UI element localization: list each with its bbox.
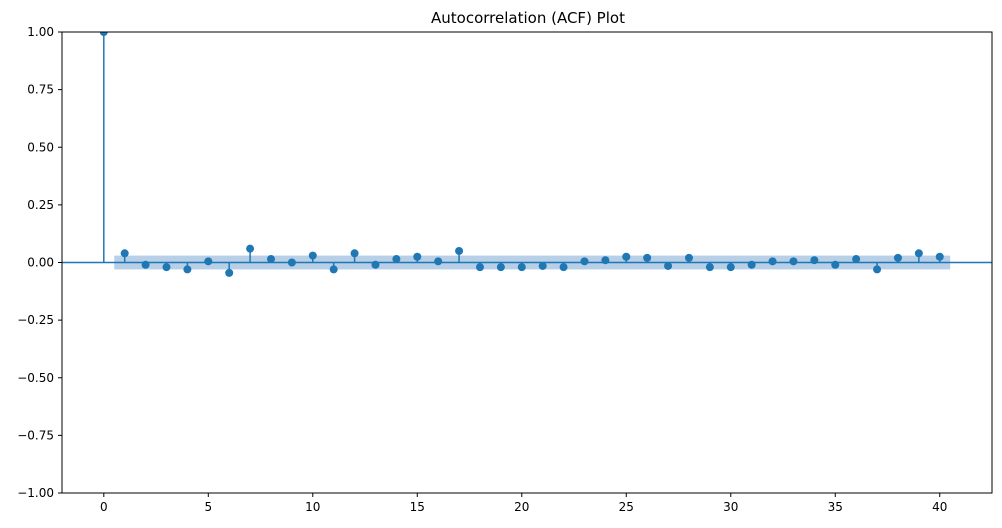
acf-point [622, 252, 631, 261]
x-tick-label: 20 [514, 500, 529, 514]
acf-point [392, 255, 401, 264]
acf-point [810, 256, 819, 265]
acf-point [789, 257, 798, 266]
x-tick-label: 30 [723, 500, 738, 514]
x-tick-label: 15 [410, 500, 425, 514]
x-tick-label: 5 [204, 500, 212, 514]
acf-point [329, 265, 338, 274]
acf-point [852, 255, 861, 264]
acf-point [664, 261, 673, 270]
acf-point [684, 253, 693, 262]
chart-title: Autocorrelation (ACF) Plot [431, 9, 625, 27]
acf-point [580, 257, 589, 266]
acf-point [225, 268, 234, 277]
y-tick-label: 0.25 [27, 198, 54, 212]
x-tick-label: 10 [305, 500, 320, 514]
acf-point [350, 249, 359, 258]
acf-point [371, 260, 380, 269]
acf-point [726, 263, 735, 272]
x-axis: 0 5 10 15 20 25 30 35 40 [100, 493, 947, 514]
x-tick-label: 25 [619, 500, 634, 514]
y-tick-label: 1.00 [27, 25, 54, 39]
acf-point [183, 265, 192, 274]
acf-point [914, 249, 923, 258]
acf-point [475, 263, 484, 272]
acf-point [601, 256, 610, 265]
x-tick-label: 0 [100, 500, 108, 514]
y-tick-label: 0.00 [27, 256, 54, 270]
acf-point [246, 244, 255, 253]
acf-point [538, 261, 547, 270]
y-tick-label: −0.75 [17, 428, 54, 442]
y-tick-label: −0.50 [17, 371, 54, 385]
acf-point [141, 260, 150, 269]
acf-point [434, 257, 443, 266]
x-tick-label: 40 [932, 500, 947, 514]
acf-point [768, 257, 777, 266]
y-axis: −1.00 −0.75 −0.50 −0.25 0.00 0.25 0.50 0.75 1.00 [17, 25, 62, 500]
acf-point [413, 252, 422, 261]
acf-point [120, 249, 129, 258]
acf-point [747, 260, 756, 269]
acf-point [99, 32, 108, 36]
acf-point [873, 265, 882, 274]
acf-point [308, 251, 317, 260]
acf-point [496, 263, 505, 272]
acf-point [204, 257, 213, 266]
plot-area [62, 32, 992, 277]
acf-point [266, 255, 275, 264]
x-tick-label: 35 [828, 500, 843, 514]
y-tick-label: −0.25 [17, 313, 54, 327]
acf-point [831, 260, 840, 269]
y-tick-label: −1.00 [17, 486, 54, 500]
y-tick-label: 0.75 [27, 83, 54, 97]
acf-point [287, 258, 296, 267]
acf-point [935, 252, 944, 261]
acf-point [517, 263, 526, 272]
acf-point [559, 263, 568, 272]
acf-point [705, 263, 714, 272]
acf-point [455, 246, 464, 255]
acf-point [643, 253, 652, 262]
acf-point [893, 253, 902, 262]
y-tick-label: 0.50 [27, 140, 54, 154]
acf-point [162, 263, 171, 272]
